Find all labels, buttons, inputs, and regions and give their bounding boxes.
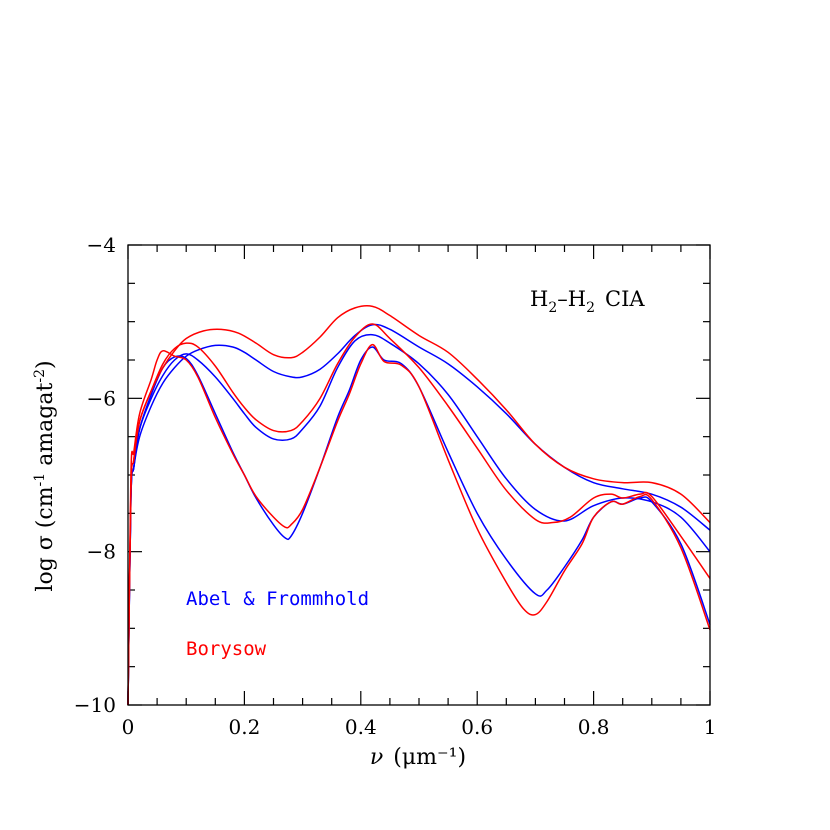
legend-label-borysow: Borysow <box>186 638 267 660</box>
tick-labels: 0 0.2 0.4 0.6 0.8 1 −10 −8 −6 −4 <box>74 233 717 739</box>
axis-ticks <box>127 244 711 706</box>
legend-label-abel-frommhold: Abel & Frommhold <box>186 588 369 610</box>
series-line-borysow-6 <box>127 343 711 706</box>
plot-frame <box>127 244 711 706</box>
y-axis-label: log σ (cm-1 amagat-2) <box>32 360 58 591</box>
x-tick-label: 0.8 <box>578 715 610 739</box>
y-tick-label: −6 <box>87 386 116 410</box>
x-tick-label: 0.4 <box>345 715 377 739</box>
annotation-label: H2–H2 CIA <box>530 287 645 316</box>
y-tick-label: −4 <box>87 233 116 257</box>
x-tick-label: 0.6 <box>461 715 493 739</box>
series-line-abel-frommhold-2 <box>127 333 711 706</box>
x-tick-label: 0.2 <box>228 715 260 739</box>
series-layer <box>127 305 711 706</box>
y-tick-label: −8 <box>87 540 116 564</box>
x-tick-label: 0 <box>122 715 135 739</box>
y-tick-label: −10 <box>74 693 116 717</box>
series-line-borysow-5 <box>127 323 711 706</box>
x-axis-label: ν (μm⁻¹) <box>370 745 466 770</box>
x-tick-label: 1 <box>704 715 717 739</box>
